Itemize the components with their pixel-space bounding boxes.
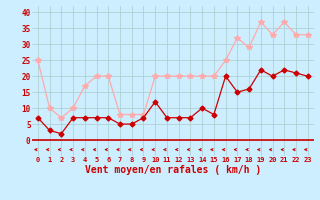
X-axis label: Vent moyen/en rafales ( km/h ): Vent moyen/en rafales ( km/h ) [85,165,261,175]
